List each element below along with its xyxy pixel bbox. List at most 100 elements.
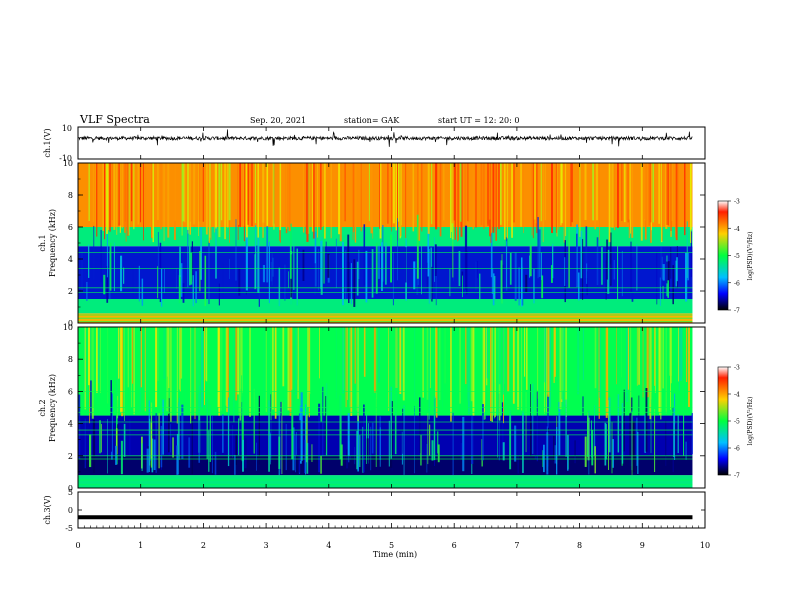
ch2-spec-streak bbox=[253, 388, 255, 454]
ch1-spec-streak bbox=[151, 163, 153, 238]
ch1-spec-streak bbox=[504, 163, 506, 240]
ch2-spec-streak bbox=[603, 327, 605, 388]
ch2-spec-streak bbox=[665, 327, 667, 414]
ch2-spec-streak bbox=[362, 426, 364, 473]
ch2-spec-streak bbox=[237, 327, 239, 395]
ch2-spec-streak bbox=[127, 327, 129, 388]
ch1-spec-streak bbox=[157, 232, 159, 293]
ch2-spec-streak bbox=[680, 327, 683, 381]
ch1-spec-streak bbox=[599, 163, 600, 240]
ch1-spec-y-tick-label: 4 bbox=[68, 255, 73, 264]
ch1-spec-streak bbox=[218, 283, 220, 306]
ch2-spec-streak bbox=[391, 401, 393, 472]
ch2-spec-streak bbox=[357, 327, 359, 422]
ch2-spec-streak bbox=[241, 392, 244, 462]
ch2-spec-streak bbox=[232, 425, 234, 458]
ch2-spec-streak bbox=[375, 398, 377, 467]
ch1-spec-streak bbox=[313, 163, 315, 239]
ch1-spec-streak bbox=[660, 163, 663, 243]
ch2-spec-streak bbox=[280, 401, 282, 475]
ch2-spec-streak bbox=[649, 327, 652, 404]
ch2-spec-streak bbox=[501, 402, 504, 453]
ch2-spec-streak bbox=[567, 434, 569, 471]
ch2-spec-streak bbox=[534, 432, 537, 459]
ch1-spec-streak bbox=[462, 275, 463, 298]
ch2-spec-streak bbox=[359, 435, 361, 468]
ch1-spec-streak bbox=[94, 163, 96, 226]
ch2-spectrogram-panel: 0 2 4 6 8 10 ch.2 Frequency (kHz) bbox=[38, 323, 706, 493]
ch1-spec-streak bbox=[296, 248, 298, 306]
ch1-spec-streak bbox=[564, 257, 566, 286]
ch1-spec-streak bbox=[525, 274, 528, 292]
ch2-spec-streak bbox=[211, 415, 213, 474]
ch1-spec-streak bbox=[189, 163, 191, 222]
ch2-spec-streak bbox=[373, 327, 376, 393]
ch1-spec-streak bbox=[113, 242, 115, 292]
ch2-cbar-tick-label: -7 bbox=[734, 473, 740, 480]
ch2-spec-streak bbox=[429, 327, 431, 389]
ch2-spec-streak bbox=[169, 424, 171, 453]
ch1-spec-streak bbox=[391, 163, 392, 232]
ch2-spec-streak bbox=[157, 327, 159, 382]
ch2-spec-band bbox=[78, 475, 693, 488]
ch2-spec-streak bbox=[677, 414, 679, 454]
ch1-spec-streak bbox=[356, 261, 359, 296]
ch1-spec-streak bbox=[529, 255, 531, 278]
ch2-spec-streak bbox=[423, 327, 426, 393]
ch2-spec-streak bbox=[482, 404, 484, 461]
ch2-spec-streak bbox=[178, 397, 180, 460]
ch1-spec-streak bbox=[666, 261, 668, 284]
ch1-spec-streak bbox=[358, 249, 360, 280]
ch1-spec-streak bbox=[131, 163, 133, 222]
ch2-spec-streak bbox=[84, 418, 86, 469]
ch2-spec-streak bbox=[263, 327, 265, 399]
ch1-spec-streak bbox=[285, 163, 288, 230]
ch1-spec-streak bbox=[513, 163, 515, 223]
ch2-spec-streak bbox=[662, 327, 664, 389]
ch1-spec-streak bbox=[476, 260, 478, 279]
ch2-spec-streak bbox=[642, 327, 644, 398]
ch1-spec-streak bbox=[228, 163, 231, 221]
ch2-spec-streak bbox=[685, 441, 687, 460]
ch2-spec-streak bbox=[591, 420, 592, 458]
ch2-spec-streak bbox=[627, 327, 629, 390]
ch2-spec-streak bbox=[120, 327, 123, 413]
ch1-spec-streak bbox=[178, 274, 181, 304]
ch1-spec-streak bbox=[106, 163, 108, 235]
ch2-spec-streak bbox=[107, 327, 109, 404]
ch1-spec-streak bbox=[390, 234, 392, 283]
ch1-spec-streak bbox=[303, 163, 307, 226]
ch2-spec-streak bbox=[270, 433, 271, 465]
ch2-spec-streak bbox=[140, 327, 142, 388]
ch1-spec-streak bbox=[257, 163, 259, 238]
ch1-spec-streak bbox=[378, 245, 380, 279]
ch2-spec-streak bbox=[426, 327, 429, 400]
ch1-axis-ticks bbox=[77, 127, 706, 159]
ch2-spec-streak bbox=[107, 419, 108, 474]
ch1-spec-streak bbox=[124, 163, 126, 233]
ch1-spec-band bbox=[78, 299, 693, 314]
ch2-spec-streak bbox=[162, 399, 164, 455]
ch2-spec-streak bbox=[388, 327, 389, 412]
time-tick-label: 3 bbox=[264, 541, 269, 550]
ch2-spec-streak bbox=[617, 394, 620, 453]
ch1-spec-streak bbox=[644, 163, 647, 240]
ch2-spec-streak bbox=[295, 435, 296, 473]
ch2-spec-streak bbox=[433, 396, 436, 461]
ch2-spec-streak bbox=[502, 327, 504, 395]
ch2-spec-streak bbox=[172, 437, 174, 458]
ch1-spec-streak bbox=[617, 244, 619, 303]
ch1-spec-streak bbox=[345, 249, 347, 300]
ch2-spec-streak bbox=[672, 407, 674, 473]
ch2-spec-streak bbox=[621, 327, 622, 378]
ch2-spec-streak bbox=[198, 385, 201, 453]
ch2-spec-streak bbox=[168, 327, 170, 389]
ch2-spec-streak bbox=[452, 412, 454, 476]
ch1-spec-streak bbox=[370, 163, 373, 234]
ch2-spec-streak bbox=[121, 327, 124, 417]
ch1-spec-streak bbox=[109, 163, 111, 232]
time-axis-label: Time (min) bbox=[373, 550, 417, 559]
ch2-spec-streak bbox=[96, 327, 98, 393]
ch2-spec-streak bbox=[644, 414, 646, 453]
ch1-spec-streak bbox=[434, 237, 435, 282]
